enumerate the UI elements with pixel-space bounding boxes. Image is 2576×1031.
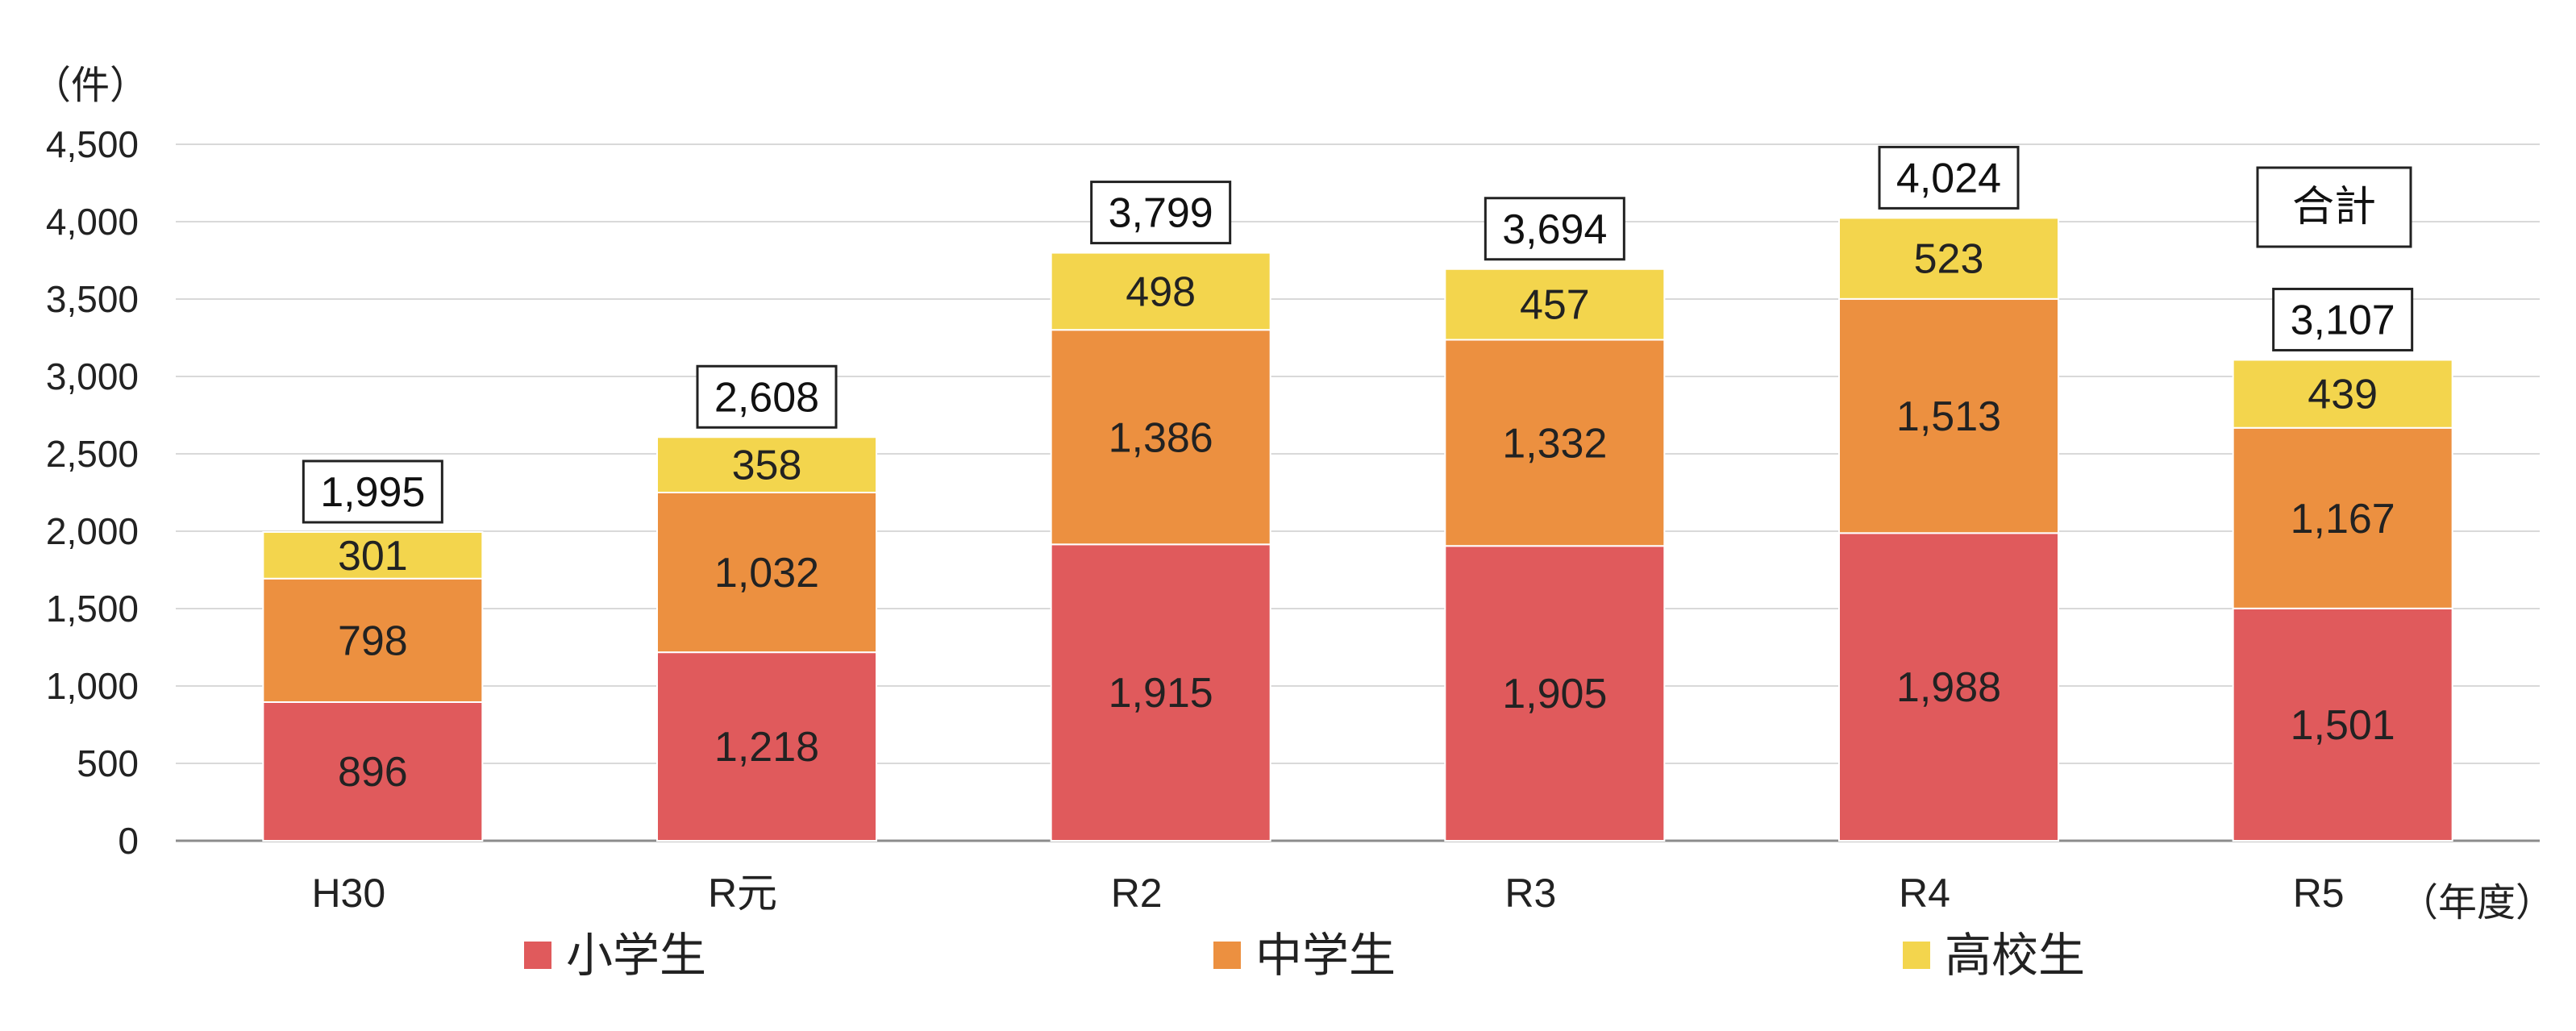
data-label: 1,501 <box>2291 702 2395 749</box>
data-label: 1,905 <box>1502 671 1607 717</box>
legend-label: 中学生 <box>1255 929 1396 982</box>
data-label: 301 <box>338 533 408 580</box>
bar-segment <box>656 492 877 654</box>
bar-segment <box>2232 359 2453 429</box>
y-tick-label: 1,000 <box>46 665 139 707</box>
data-label: 523 <box>1914 236 1984 283</box>
bar-segment <box>1050 252 1271 331</box>
total-legend-box: 合計 <box>2256 166 2412 248</box>
total-box <box>2272 287 2414 351</box>
bar-segment <box>2232 426 2453 609</box>
data-label: 1,988 <box>1896 664 2001 711</box>
x-tick-label: H30 <box>311 871 385 916</box>
total-label: 3,107 <box>2291 297 2395 343</box>
x-tick-label: R2 <box>1111 871 1163 916</box>
total-label: 4,024 <box>1896 155 2001 202</box>
x-axis: H30 R元 R2 R3 R4 R5 <box>311 871 2344 916</box>
data-label: 1,032 <box>714 550 819 597</box>
total-box <box>696 364 838 429</box>
bar-segment <box>1444 268 1666 341</box>
data-label: 798 <box>338 617 408 664</box>
y-unit-label: （件） <box>32 64 148 107</box>
legend-swatch <box>1903 942 1930 969</box>
data-label: 439 <box>2308 372 2378 418</box>
legend-swatch <box>524 942 551 969</box>
y-tick-label: 1,500 <box>46 588 139 630</box>
gridlines <box>176 143 2540 842</box>
bar-segment <box>1444 545 1666 842</box>
data-label: 358 <box>732 443 802 489</box>
bar-segment <box>262 530 484 580</box>
total-box <box>1878 145 2020 210</box>
y-tick-label: 3,500 <box>46 278 139 320</box>
data-label: 1,386 <box>1109 414 1213 461</box>
legend-swatch <box>1213 942 1241 969</box>
total-label: 1,995 <box>320 469 425 516</box>
bars: 896 798 301 1,995 1,218 1,032 358 2,608 1,915 1,3… <box>262 145 2453 842</box>
y-tick-label: 4,500 <box>46 123 139 165</box>
total-box <box>1484 197 1625 261</box>
total-legend-border <box>2256 166 2412 248</box>
data-label: 457 <box>1520 282 1590 329</box>
data-label: 896 <box>338 749 408 796</box>
bar-segment <box>656 436 877 493</box>
x-unit-label: （年度） <box>2399 882 2554 925</box>
data-label: 498 <box>1126 268 1196 315</box>
y-tick-label: 3,000 <box>46 355 139 397</box>
y-tick-label: 4,000 <box>46 201 139 243</box>
y-tick-label: 0 <box>118 820 139 862</box>
data-label: 1,167 <box>2291 496 2395 543</box>
x-tick-label: R5 <box>2293 871 2345 916</box>
legend-label: 小学生 <box>566 929 706 982</box>
bar-segment <box>1838 217 2059 300</box>
bar-segment <box>262 577 484 703</box>
data-label: 1,332 <box>1502 420 1607 467</box>
y-axis: 0 500 1,000 1,500 2,000 2,500 3,000 3,500 4,000 4… <box>46 123 139 862</box>
bar-segment <box>656 651 877 842</box>
x-tick-label: R3 <box>1504 871 1556 916</box>
data-label: 1,513 <box>1896 393 2001 440</box>
total-label: 2,608 <box>714 374 819 421</box>
bar-segment <box>2232 607 2453 842</box>
legend-label: 高校生 <box>1945 929 2085 982</box>
legend: 小学生 中学生 高校生 <box>524 929 2085 982</box>
x-tick-label: R元 <box>708 871 777 916</box>
y-tick-label: 500 <box>77 742 139 784</box>
total-label: 3,799 <box>1109 190 1213 237</box>
total-label: 3,694 <box>1502 206 1607 253</box>
total-box <box>302 459 443 524</box>
data-label: 1,915 <box>1109 670 1213 717</box>
bar-segment <box>1050 543 1271 842</box>
y-tick-label: 2,500 <box>46 433 139 475</box>
bar-segment <box>1838 532 2059 842</box>
total-box <box>1090 181 1232 245</box>
x-tick-label: R4 <box>1899 871 1950 916</box>
total-legend-label: 合計 <box>2292 184 2376 231</box>
data-label: 1,218 <box>714 724 819 771</box>
y-tick-label: 2,000 <box>46 510 139 552</box>
bar-segment <box>1050 329 1271 546</box>
